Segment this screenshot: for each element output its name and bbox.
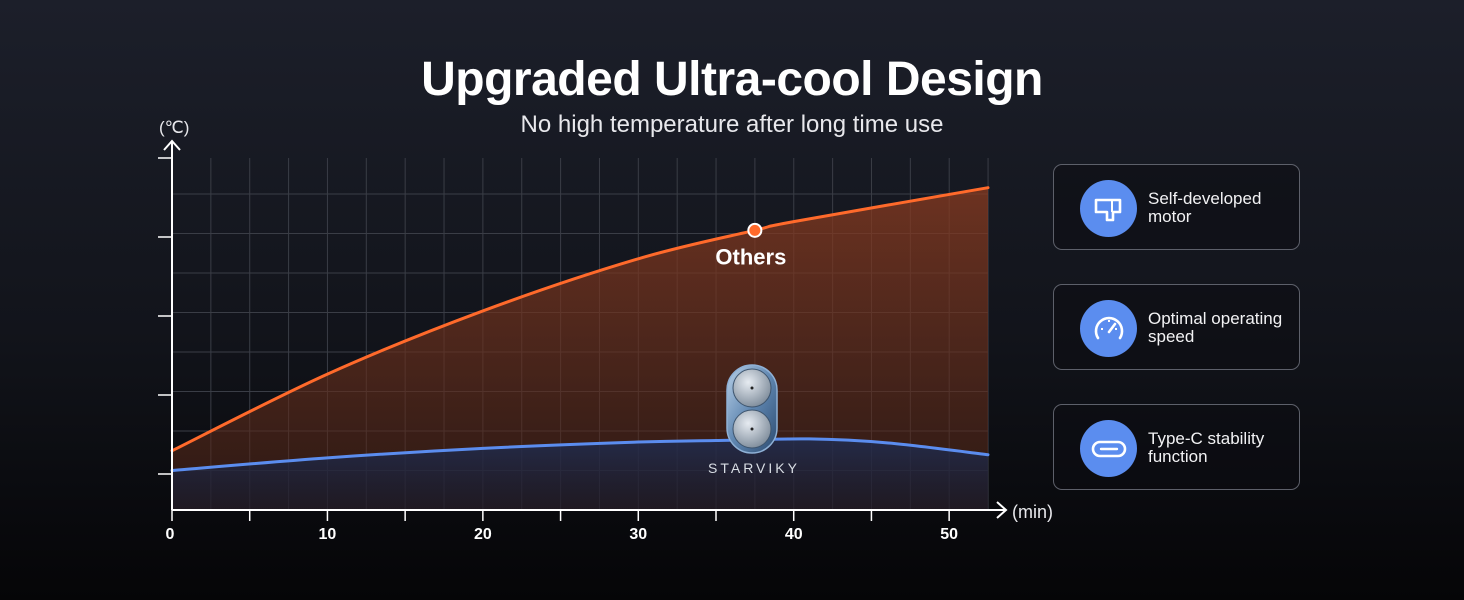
x-axis-arrow: [996, 501, 1008, 519]
usb-c-icon: [1080, 420, 1137, 477]
x-axis-label: (min): [1012, 502, 1053, 522]
series-line-2: [170, 437, 990, 472]
feature-card-typec: Type-C stability function: [1053, 404, 1300, 490]
x-tick-label: 50: [940, 526, 958, 543]
feature-label: Self-developed motor: [1148, 189, 1262, 226]
x-tick-label: 0: [166, 526, 175, 543]
x-tick-label: 20: [474, 526, 492, 543]
feature-card-speed: Optimal operating speed: [1053, 284, 1300, 370]
motor-icon: [1080, 180, 1137, 237]
x-tick-label: 10: [319, 526, 337, 543]
y-axis-label: (℃): [159, 118, 189, 137]
series-area-1: [172, 187, 988, 510]
x-tick-label: 30: [629, 526, 647, 543]
speedometer-icon: [1080, 300, 1137, 357]
brand-logo: STARVIKY: [708, 460, 800, 476]
others-label: Others: [715, 244, 786, 269]
page-subtitle: No high temperature after long time use: [520, 111, 944, 138]
feature-label: Optimal operating speed: [1148, 309, 1283, 346]
others-point: [747, 222, 763, 238]
page-title: Upgraded Ultra-cool Design: [421, 53, 1043, 106]
series-area-2: [172, 438, 988, 510]
feature-card-motor: Self-developed motor: [1053, 164, 1300, 250]
product-device: [726, 364, 778, 454]
y-axis-arrow: [163, 139, 181, 151]
feature-label: Type-C stability function: [1148, 429, 1265, 466]
x-tick-label: 40: [785, 526, 803, 543]
series-line-1: [170, 186, 990, 453]
